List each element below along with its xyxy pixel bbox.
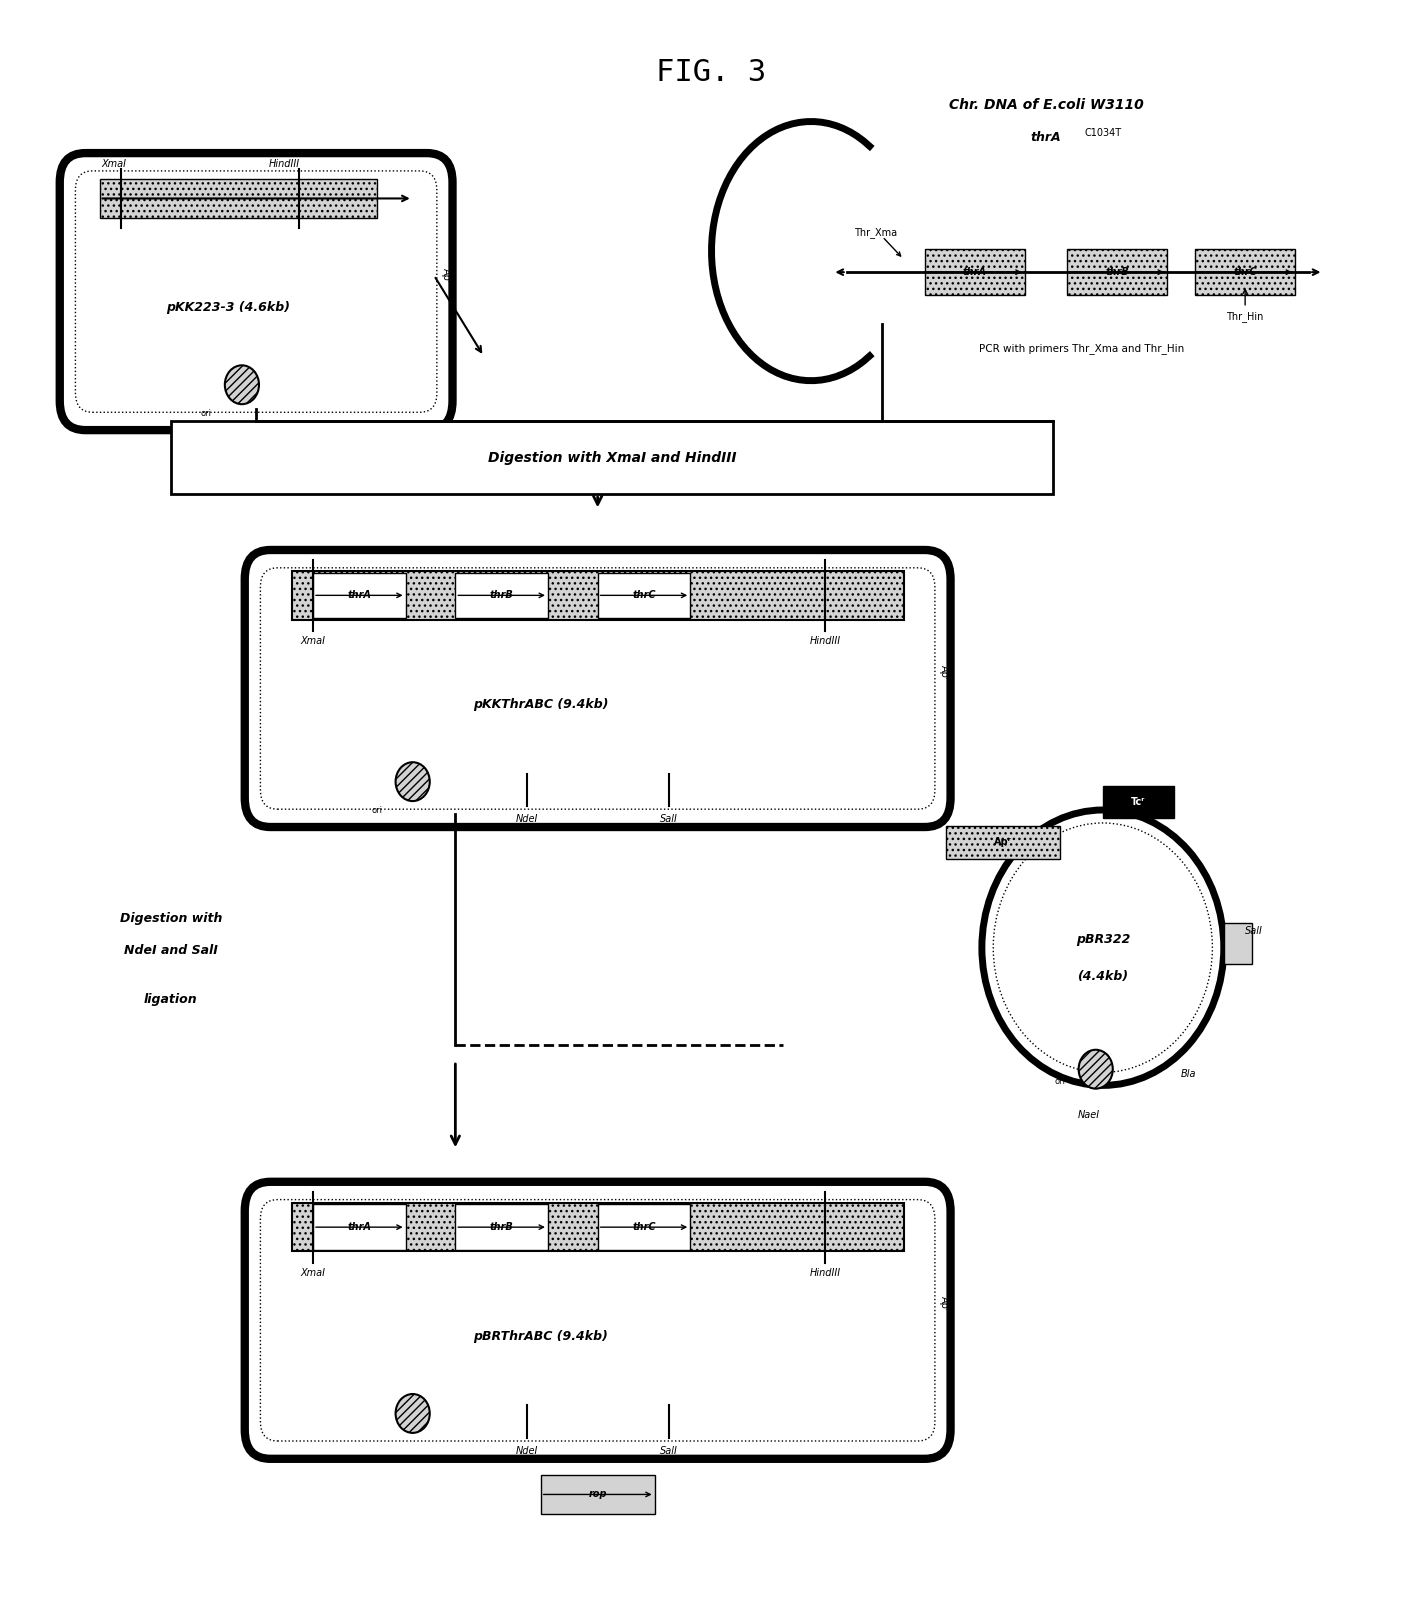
Text: SalI: SalI xyxy=(660,1445,677,1456)
Bar xyxy=(292,572,904,620)
Text: rop: rop xyxy=(588,1489,608,1500)
Bar xyxy=(171,421,1053,494)
Text: pBR322: pBR322 xyxy=(1076,933,1130,946)
Text: pKK223-3 (4.6kb): pKK223-3 (4.6kb) xyxy=(165,301,290,314)
Bar xyxy=(455,573,548,619)
Bar xyxy=(313,573,406,619)
Text: SalI: SalI xyxy=(660,815,677,825)
Text: Tcʳ: Tcʳ xyxy=(1131,797,1146,807)
Text: thrC: thrC xyxy=(1234,267,1257,277)
Text: Thr_Hin: Thr_Hin xyxy=(1227,311,1264,322)
Text: SalI: SalI xyxy=(1245,927,1264,936)
Text: thrB: thrB xyxy=(1106,267,1128,277)
Bar xyxy=(1103,786,1174,818)
Text: Apʳ: Apʳ xyxy=(939,664,949,680)
Text: Apʳ: Apʳ xyxy=(939,1296,949,1312)
Text: ori: ori xyxy=(1054,1077,1066,1087)
Text: NdeI and SalI: NdeI and SalI xyxy=(124,944,218,957)
Bar xyxy=(946,826,1060,859)
Text: XmaI: XmaI xyxy=(101,159,127,170)
Text: ligation: ligation xyxy=(144,993,198,1006)
Bar xyxy=(1195,249,1295,295)
Text: ori: ori xyxy=(201,410,212,418)
Text: ori: ori xyxy=(371,807,383,815)
Text: thrA: thrA xyxy=(347,1221,371,1233)
Text: Chr. DNA of E.coli W3110: Chr. DNA of E.coli W3110 xyxy=(949,99,1143,112)
Bar xyxy=(313,1205,406,1251)
Text: thrA: thrA xyxy=(963,267,986,277)
Text: pKKThrABC (9.4kb): pKKThrABC (9.4kb) xyxy=(472,698,609,711)
Circle shape xyxy=(1079,1050,1113,1089)
Text: thrB: thrB xyxy=(490,1221,514,1233)
Text: (4.4kb): (4.4kb) xyxy=(1077,970,1128,983)
Bar xyxy=(292,1202,904,1251)
Text: thrB: thrB xyxy=(490,590,514,601)
Text: thrA: thrA xyxy=(1030,131,1062,144)
Bar xyxy=(598,1205,690,1251)
Text: pBRThrABC (9.4kb): pBRThrABC (9.4kb) xyxy=(474,1330,608,1343)
Bar xyxy=(100,180,377,219)
Text: C1034T: C1034T xyxy=(1084,128,1121,138)
Text: Apʳ: Apʳ xyxy=(995,838,1012,847)
Text: thrA: thrA xyxy=(347,590,371,601)
Text: Digestion with XmaI and HindIII: Digestion with XmaI and HindIII xyxy=(488,450,736,465)
Text: Thr_Xma: Thr_Xma xyxy=(854,227,896,238)
Text: XmaI: XmaI xyxy=(300,1267,326,1278)
Text: Bla: Bla xyxy=(1181,1069,1195,1079)
Text: NdeI: NdeI xyxy=(515,815,538,825)
Text: HindIII: HindIII xyxy=(810,1267,841,1278)
Circle shape xyxy=(225,366,259,405)
Text: FIG. 3: FIG. 3 xyxy=(656,58,767,87)
Circle shape xyxy=(396,763,430,802)
Bar xyxy=(598,573,690,619)
Text: HindIII: HindIII xyxy=(269,159,300,170)
Circle shape xyxy=(396,1393,430,1432)
Text: Apʳ: Apʳ xyxy=(441,267,451,284)
Bar xyxy=(1224,923,1252,964)
Text: HindIII: HindIII xyxy=(810,637,841,646)
Text: XmaI: XmaI xyxy=(300,637,326,646)
Text: thrC: thrC xyxy=(632,590,656,601)
Bar xyxy=(455,1205,548,1251)
Bar xyxy=(541,1474,655,1513)
Text: NdeI: NdeI xyxy=(515,1445,538,1456)
Text: Digestion with: Digestion with xyxy=(120,912,222,925)
Bar xyxy=(1067,249,1167,295)
Bar xyxy=(925,249,1025,295)
Text: PCR with primers Thr_Xma and Thr_Hin: PCR with primers Thr_Xma and Thr_Hin xyxy=(979,343,1184,355)
Text: NaeI: NaeI xyxy=(1077,1110,1100,1119)
Text: thrC: thrC xyxy=(632,1221,656,1233)
